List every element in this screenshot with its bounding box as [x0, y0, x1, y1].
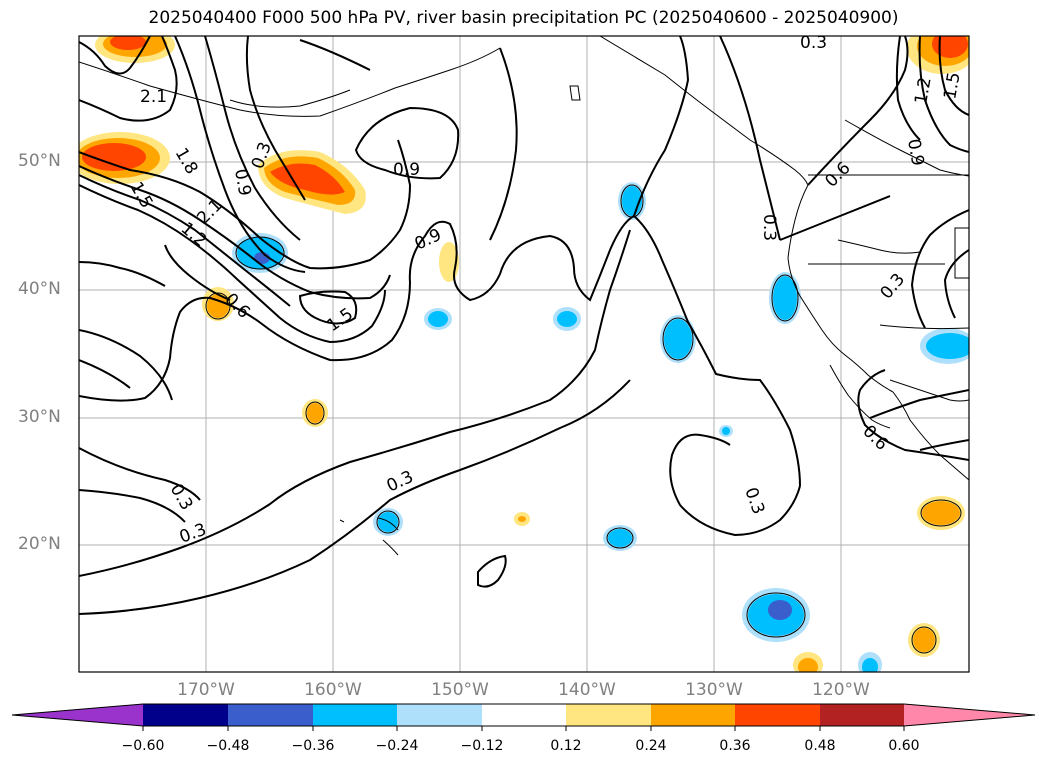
precip-outlines	[205, 184, 962, 654]
gridlines	[79, 36, 969, 672]
precip-positive-blob	[917, 496, 965, 530]
colorbar-swatch	[651, 704, 735, 726]
contour-label: 0.3	[759, 214, 779, 241]
precip-positive-blob	[79, 132, 170, 184]
colorbar-tick-label: 0.48	[804, 738, 836, 754]
precip-positive-blob	[908, 623, 940, 657]
precip-shading	[79, 36, 969, 672]
pv-contours	[79, 36, 969, 615]
contour-labels: 2.1 1.8 1.5 2.1 1.2 0.9 0.3 0.9 0.9 0.6 …	[126, 33, 965, 548]
precip-negative-blob	[920, 328, 969, 364]
colorbar-swatch	[12, 704, 143, 726]
precip-negative-blob	[858, 652, 882, 672]
lon-label: 170°W	[177, 680, 235, 700]
colorbar	[11, 703, 1036, 731]
colorbar-swatch	[820, 704, 904, 726]
precip-negative-blob	[553, 307, 581, 331]
lon-label: 150°W	[431, 680, 489, 700]
contour-label: 0.9	[230, 167, 254, 197]
contour-label: 1.5	[940, 71, 964, 101]
precip-negative-blob	[660, 315, 696, 363]
precip-positive-blob	[793, 652, 823, 672]
precip-negative-blob	[603, 525, 637, 551]
precip-negative-blob	[424, 308, 452, 330]
colorbar-swatch	[904, 704, 1035, 726]
lon-label: 130°W	[685, 680, 743, 700]
precip-negative-blob	[769, 272, 801, 324]
lon-label: 120°W	[812, 680, 870, 700]
colorbar-swatch	[397, 704, 482, 726]
map-frame	[78, 35, 970, 673]
precip-positive-blob	[514, 512, 530, 526]
lat-label: 30°N	[18, 407, 61, 427]
colorbar-tick-label: 0.36	[719, 738, 751, 754]
colorbar-tick-label: 0.12	[550, 738, 582, 754]
colorbar-tick-label: 0.24	[635, 738, 667, 754]
contour-label: 2.1	[140, 87, 167, 107]
chart-title: 2025040400 F000 500 hPa PV, river basin …	[148, 8, 899, 28]
contour-label: 0.9	[903, 137, 927, 167]
precip-positive-blob	[907, 36, 969, 74]
colorbar-swatch	[735, 704, 820, 726]
map-area: 2.1 1.8 1.5 2.1 1.2 0.9 0.3 0.9 0.9 0.6 …	[79, 33, 969, 672]
precip-positive-blob	[95, 36, 175, 63]
lat-label: 50°N	[18, 151, 61, 171]
colorbar-tick-label: −0.60	[121, 738, 165, 754]
precip-positive-blob	[202, 287, 234, 321]
colorbar-swatch	[313, 704, 397, 726]
lat-label: 20°N	[18, 534, 61, 554]
colorbar-tick-label: −0.48	[206, 738, 250, 754]
colorbar-swatch	[228, 704, 313, 726]
contour-label: 1.2	[911, 76, 935, 106]
colorbar-swatch	[566, 704, 651, 726]
lat-label: 40°N	[18, 279, 61, 299]
colorbar-tick-label: 0.60	[888, 738, 920, 754]
colorbar-tick-label: −0.36	[291, 738, 335, 754]
contour-label: 0.3	[800, 33, 827, 53]
colorbar-swatch	[143, 704, 228, 726]
precip-negative-blob	[373, 508, 403, 536]
colorbar-swatch	[482, 704, 566, 726]
precip-negative-blob	[742, 588, 810, 642]
precip-negative-blob	[232, 233, 288, 273]
colorbar-tick-label: −0.12	[460, 738, 504, 754]
lon-label: 160°W	[304, 680, 362, 700]
precip-negative-blob	[618, 182, 646, 220]
colorbar-tick-label: −0.24	[375, 738, 419, 754]
lon-label: 140°W	[558, 680, 616, 700]
precip-negative-blob	[719, 425, 733, 437]
contour-label: 0.9	[393, 160, 420, 180]
